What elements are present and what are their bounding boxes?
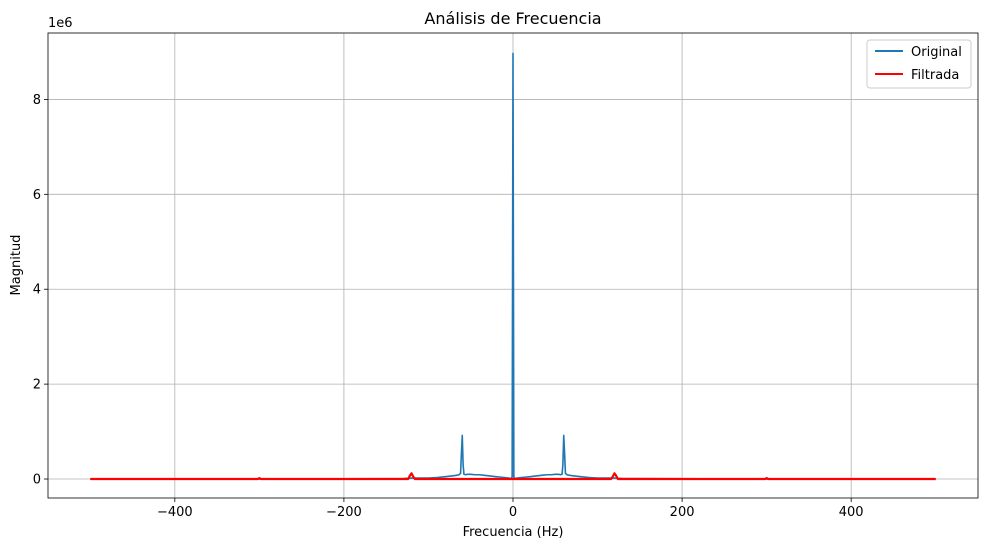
legend: Original Filtrada	[866, 39, 972, 89]
x-tick-label: −400	[157, 505, 193, 520]
y-axis-label: Magnitud	[9, 235, 24, 296]
y-offset-label: 1e6	[48, 16, 73, 31]
plot-area	[90, 52, 936, 481]
legend-label-original: Original	[911, 45, 962, 60]
series-line-original	[90, 52, 936, 480]
legend-label-filtrada: Filtrada	[911, 68, 959, 83]
y-axis-ticks: 0 2 4 6 8	[33, 93, 48, 488]
y-tick-label: 8	[33, 93, 41, 108]
chart-title: Análisis de Frecuencia	[424, 9, 601, 28]
series-line-filtrada	[90, 472, 936, 481]
y-tick-label: 0	[33, 473, 41, 488]
x-axis-ticks: −400 −200 0 200 400	[157, 498, 864, 520]
y-tick-label: 2	[33, 378, 41, 393]
y-tick-label: 6	[33, 188, 41, 203]
x-tick-label: 200	[670, 505, 695, 520]
x-tick-label: −200	[326, 505, 362, 520]
x-tick-label: 0	[509, 505, 517, 520]
x-axis-label: Frecuencia (Hz)	[463, 525, 564, 540]
y-tick-label: 4	[33, 283, 41, 298]
x-tick-label: 400	[839, 505, 864, 520]
